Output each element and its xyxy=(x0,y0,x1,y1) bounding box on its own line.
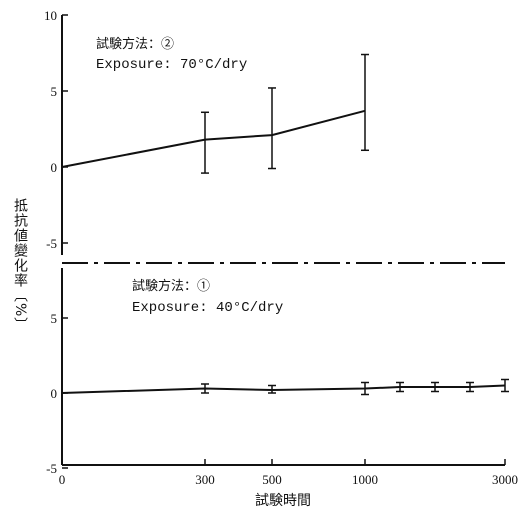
bottom-method-annotation: 試験方法：① xyxy=(132,278,210,294)
bottom-ytick-label: 0 xyxy=(51,386,58,401)
top-method-annotation: 試験方法：② xyxy=(96,36,174,52)
bottom-error-bar xyxy=(501,378,509,393)
top-error-bar xyxy=(361,53,369,152)
top-ytick-label: 5 xyxy=(51,84,58,99)
xtick-label: 500 xyxy=(262,472,282,487)
top-error-bar xyxy=(268,87,276,170)
bottom-series-line xyxy=(61,384,506,394)
bottom-error-bar xyxy=(396,381,404,393)
xtick-label: 3000 xyxy=(492,472,518,487)
bottom-error-bar xyxy=(361,381,369,396)
x-axis-label: 試験時間 xyxy=(255,493,311,509)
top-ytick-label: 10 xyxy=(44,8,57,23)
bottom-error-bar xyxy=(201,383,209,394)
xtick-label: 1000 xyxy=(352,472,378,487)
top-exposure-annotation: Exposure: 70°C/dry xyxy=(96,57,247,73)
bottom-error-bar xyxy=(268,384,276,394)
top-series-line xyxy=(61,109,366,168)
bottom-ytick-label: -5 xyxy=(46,461,57,476)
top-error-bar xyxy=(201,111,209,174)
bottom-exposure-annotation: Exposure: 40°C/dry xyxy=(132,300,283,316)
top-ytick-label: -5 xyxy=(46,236,57,251)
xtick-label: 0 xyxy=(59,472,66,487)
xtick-label: 300 xyxy=(195,472,215,487)
y-axis-label: 抵抗値變化率〔%〕 xyxy=(12,198,28,332)
bottom-error-bar xyxy=(431,381,439,393)
bottom-error-bar xyxy=(466,381,474,393)
top-ytick-label: 0 xyxy=(51,160,58,175)
bottom-ytick-label: 5 xyxy=(51,311,58,326)
